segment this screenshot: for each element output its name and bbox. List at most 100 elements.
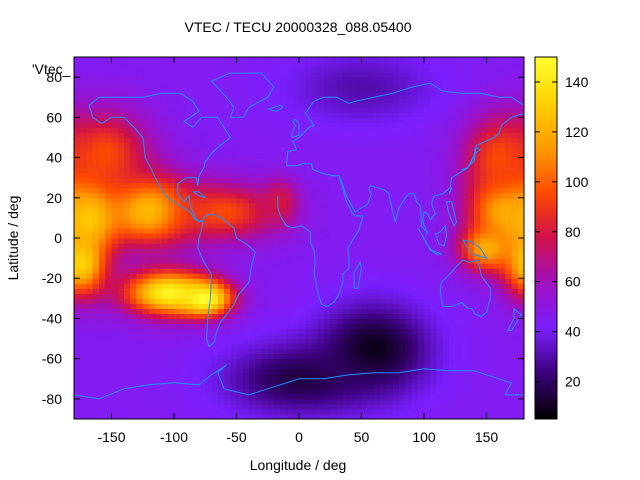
heat-cell	[442, 383, 450, 390]
heat-cell	[461, 323, 469, 330]
heat-cell	[86, 413, 94, 419]
heat-cell	[442, 248, 450, 254]
heat-cell	[242, 212, 250, 219]
heat-cell	[317, 403, 325, 410]
heat-cell	[430, 87, 438, 93]
heat-cell	[99, 238, 106, 244]
heat-cell	[461, 243, 469, 249]
heat-cell	[130, 187, 138, 194]
heat-cell	[230, 72, 238, 78]
heat-cell	[142, 373, 150, 380]
heat-cell	[286, 298, 294, 304]
heat-cell	[367, 212, 375, 219]
heat-cell	[361, 283, 369, 289]
heat-cell	[430, 253, 438, 259]
heat-cell	[317, 413, 325, 419]
heat-cell	[286, 278, 294, 284]
heat-cell	[149, 338, 156, 345]
heat-cell	[317, 62, 325, 68]
heat-cell	[242, 238, 250, 244]
heat-cell	[149, 403, 156, 410]
heat-cell	[149, 67, 156, 73]
heat-cell	[236, 57, 244, 63]
heat-cell	[461, 288, 469, 294]
heat-cell	[142, 263, 150, 269]
heat-cell	[442, 132, 450, 139]
heat-cell	[249, 398, 256, 405]
heat-cell	[499, 403, 506, 410]
heat-cell	[99, 278, 106, 284]
heat-cell	[374, 62, 381, 68]
heat-cell	[192, 177, 200, 184]
heat-cell	[430, 157, 438, 164]
heat-cell	[486, 107, 494, 113]
heat-cell	[386, 147, 394, 154]
heat-cell	[199, 67, 206, 73]
heat-cell	[492, 202, 500, 209]
heat-cell	[399, 373, 406, 380]
heat-cell	[436, 388, 444, 395]
heat-cell	[492, 112, 500, 118]
heat-cell	[461, 177, 469, 184]
heat-cell	[286, 157, 294, 164]
heat-cell	[105, 328, 113, 335]
heat-cell	[80, 368, 88, 375]
heat-cell	[161, 212, 169, 219]
heat-cell	[467, 127, 475, 134]
heat-cell	[199, 383, 206, 390]
heat-cell	[424, 112, 431, 118]
heat-cell	[136, 333, 144, 340]
heat-cell	[192, 152, 200, 159]
heat-cell	[199, 102, 206, 108]
heat-cell	[305, 122, 313, 128]
heat-cell	[424, 273, 431, 279]
heat-cell	[180, 298, 188, 304]
heat-cell	[499, 152, 506, 159]
heat-cell	[167, 157, 175, 164]
heat-cell	[111, 253, 119, 259]
heat-cell	[392, 97, 400, 103]
heat-cell	[92, 333, 100, 340]
heat-cell	[424, 152, 431, 159]
heat-cell	[467, 137, 475, 144]
heat-cell	[174, 258, 181, 264]
heat-cell	[280, 162, 288, 169]
heat-cell	[355, 162, 363, 169]
heat-cell	[205, 288, 213, 294]
heat-cell	[211, 182, 219, 189]
heat-cell	[292, 268, 300, 274]
heat-cell	[211, 202, 219, 209]
heat-cell	[149, 288, 156, 294]
heat-cell	[186, 182, 194, 189]
heat-cell	[249, 378, 256, 385]
heat-cell	[474, 162, 481, 169]
heat-cell	[405, 303, 413, 309]
heat-cell	[92, 127, 100, 134]
heat-cell	[342, 273, 350, 279]
heat-cell	[142, 137, 150, 144]
heat-cell	[361, 182, 369, 189]
heat-cell	[111, 273, 119, 279]
heat-cell	[224, 353, 231, 360]
heat-cell	[230, 348, 238, 355]
heat-cell	[142, 413, 150, 419]
heat-cell	[92, 293, 100, 299]
heat-cell	[124, 403, 131, 410]
heat-cell	[149, 298, 156, 304]
heat-cell	[236, 248, 244, 254]
heat-cell	[480, 348, 488, 355]
heat-cell	[92, 358, 100, 365]
heat-cell	[467, 172, 475, 179]
heat-cell	[142, 107, 150, 113]
heat-cell	[180, 192, 188, 199]
heat-cell	[436, 343, 444, 350]
heat-cell	[224, 132, 231, 139]
heat-cell	[111, 132, 119, 139]
heat-cell	[342, 62, 350, 68]
heat-cell	[392, 388, 400, 395]
heat-cell	[286, 222, 294, 229]
heat-cell	[499, 293, 506, 299]
heat-cell	[474, 117, 481, 123]
heat-cell	[411, 288, 419, 294]
heat-cell	[399, 182, 406, 189]
